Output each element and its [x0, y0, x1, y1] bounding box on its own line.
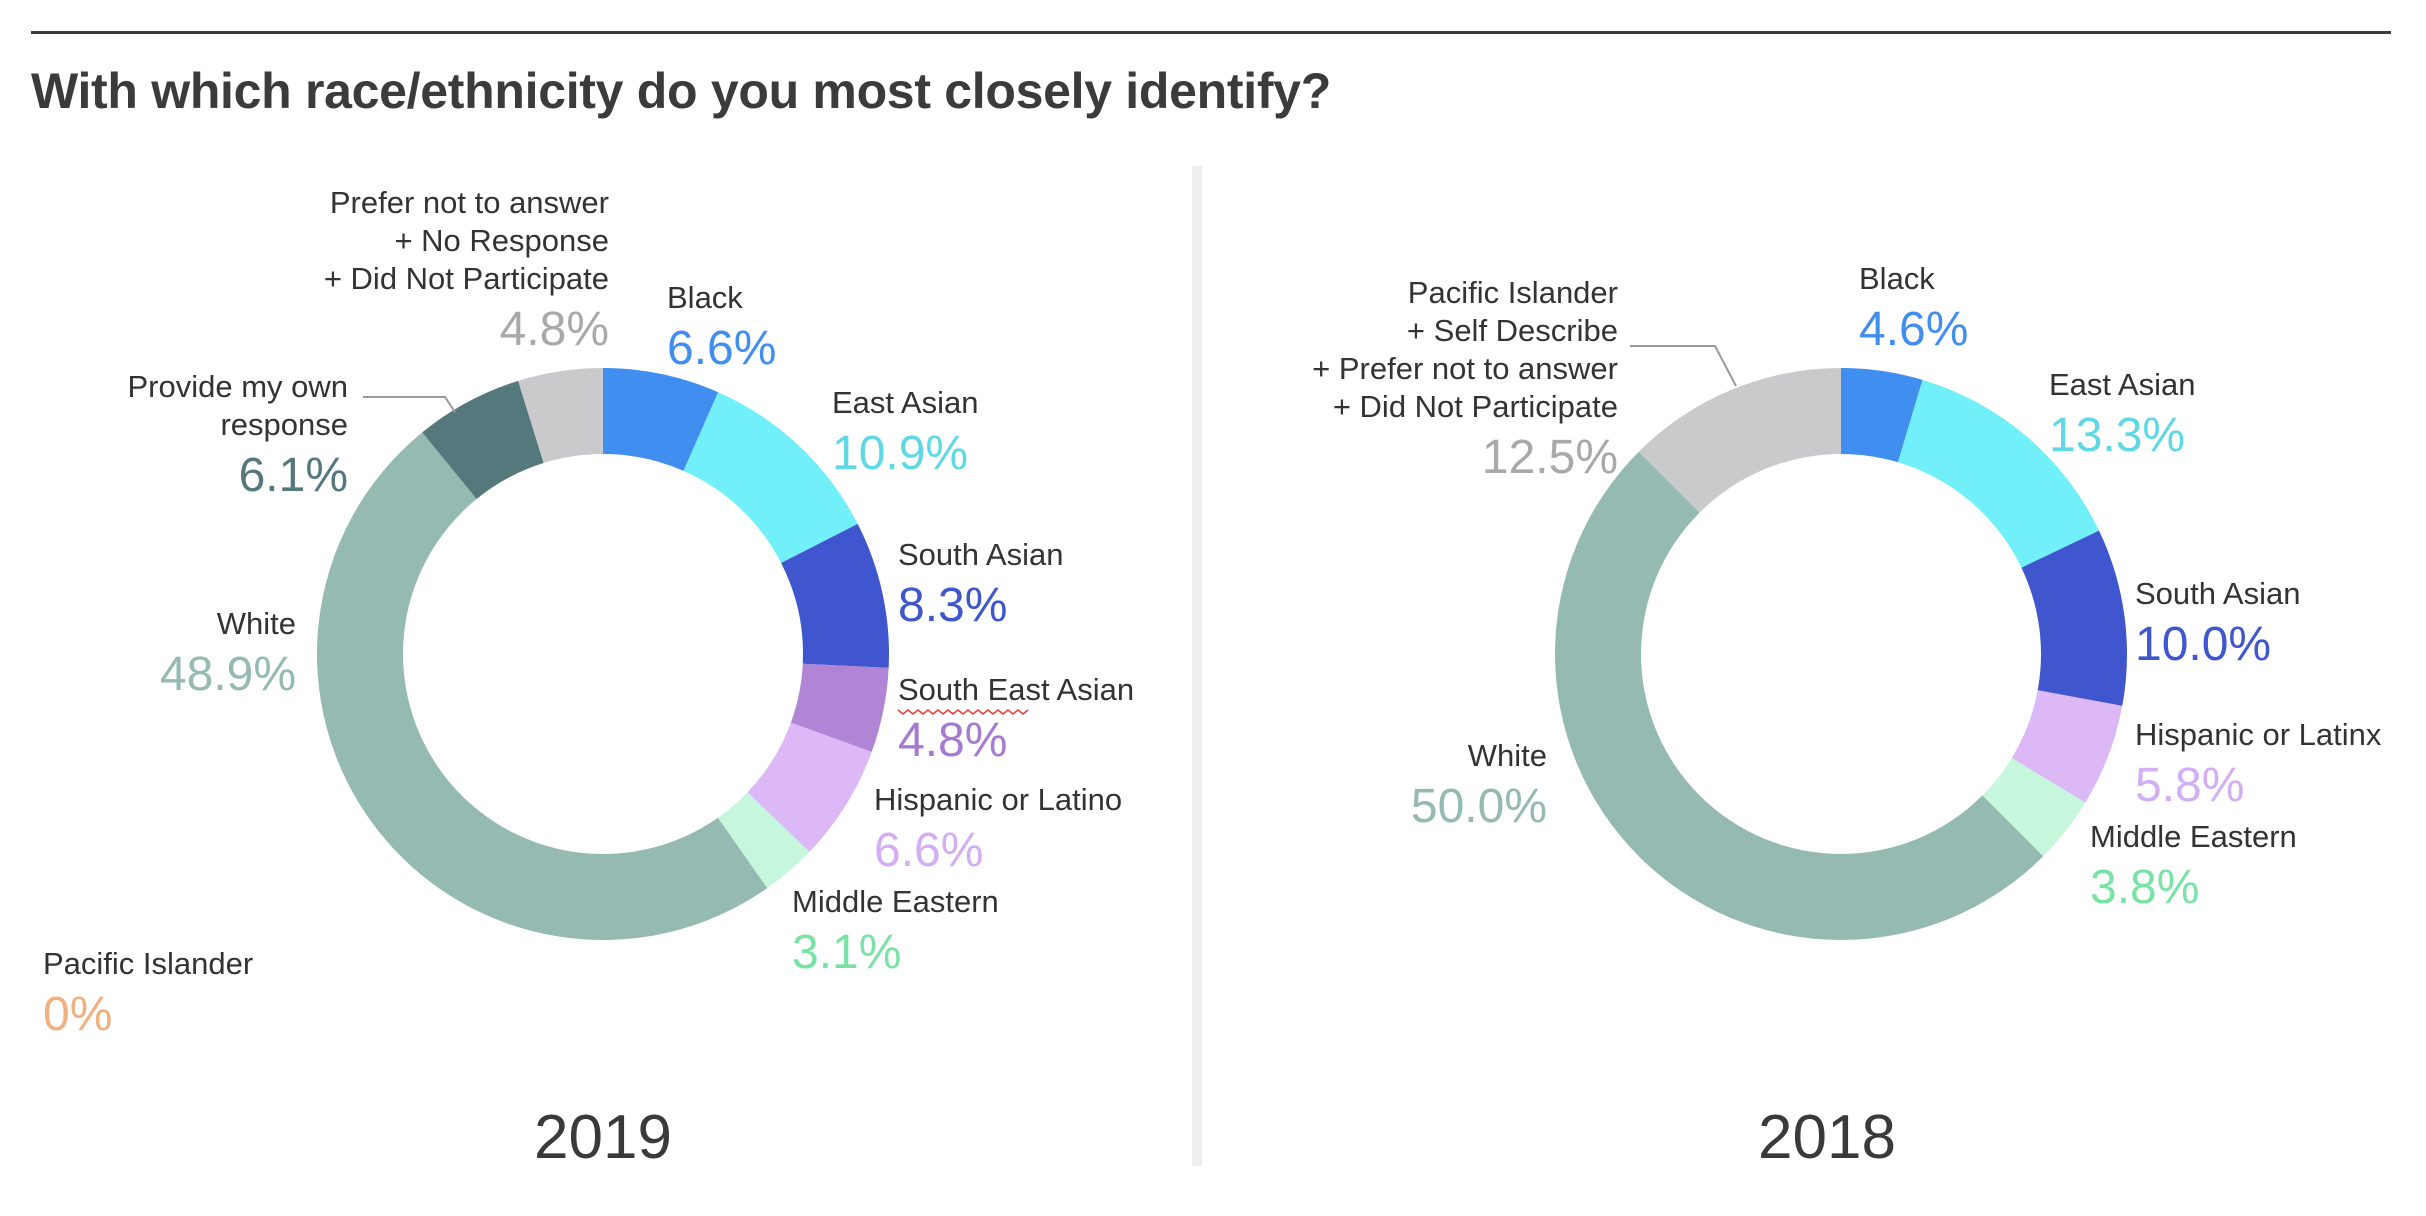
slice-middle-eastern — [1982, 757, 2086, 857]
value-label: 3.8% — [2090, 861, 2199, 914]
category-label: South Asian — [2135, 576, 2300, 611]
category-label: Pacific Islander — [43, 946, 253, 981]
value-label: 5.8% — [2135, 759, 2244, 812]
slice-white — [316, 432, 768, 941]
slice-black — [603, 368, 719, 471]
slice-east-asian — [683, 392, 858, 564]
value-label: 50.0% — [1411, 780, 1547, 833]
slice-south-asian — [2021, 530, 2127, 706]
donut-chart-2018: Black 4.6% East Asian 13.3% South Asian 10.0%… — [1312, 261, 2382, 1172]
category-label: Prefer not to answer — [330, 185, 609, 220]
category-label: + Prefer not to answer — [1312, 351, 1618, 386]
category-label: Provide my own — [127, 369, 348, 404]
category-label: South Asian — [898, 537, 1063, 572]
label-hispanic-or-latinx: Hispanic or Latinx 5.8% — [2135, 717, 2382, 812]
category-label: Black — [1859, 261, 1935, 296]
slice-pacific-islander-self-describe-prefer-not-to-answer-did-not-participate — [1638, 368, 1841, 513]
label-south-east-asian: South East Asian 4.8% — [897, 672, 1134, 767]
panel-divider — [1192, 166, 1202, 1166]
slice-white — [1555, 451, 2044, 940]
category-label: Middle Eastern — [2090, 819, 2297, 854]
value-label: 3.1% — [792, 926, 901, 979]
label-pacific-islander: Pacific Islander 0% — [43, 946, 253, 1041]
label-pacific-islander-self-describe-prefer-not-to-answer-did-not-participate: Pacific Islander+ Self Describe+ Prefer … — [1312, 275, 1737, 484]
value-label: 48.9% — [160, 648, 296, 701]
label-south-asian: South Asian 8.3% — [898, 537, 1063, 632]
label-middle-eastern: Middle Eastern 3.8% — [2090, 819, 2297, 914]
category-label: East Asian — [2049, 367, 2195, 402]
label-east-asian: East Asian 10.9% — [832, 385, 978, 480]
label-hispanic-or-latino: Hispanic or Latino 6.6% — [874, 782, 1122, 877]
label-east-asian: East Asian 13.3% — [2049, 367, 2195, 462]
label-white: White 50.0% — [1411, 738, 1547, 833]
value-label: 4.8% — [898, 714, 1007, 767]
slice-hispanic-or-latinx — [2011, 690, 2123, 803]
value-label: 0% — [43, 988, 112, 1041]
value-label: 6.1% — [239, 449, 348, 502]
label-middle-eastern: Middle Eastern 3.1% — [792, 884, 999, 979]
slice-south-east-asian — [790, 663, 889, 753]
year-label: 2019 — [534, 1103, 672, 1172]
value-label: 4.6% — [1859, 303, 1968, 356]
slice-east-asian — [1898, 379, 2100, 568]
label-white: White 48.9% — [160, 606, 296, 701]
category-label: Hispanic or Latino — [874, 782, 1122, 817]
category-label: Black — [667, 280, 743, 315]
value-label: 4.8% — [500, 303, 609, 356]
slice-prefer-not-to-answer-no-response-did-not-participate — [518, 368, 603, 464]
category-label: + No Response — [394, 223, 609, 258]
category-label: + Self Describe — [1407, 313, 1618, 348]
category-label: South East Asian — [898, 672, 1134, 707]
value-label: 8.3% — [898, 579, 1007, 632]
category-label: East Asian — [832, 385, 978, 420]
category-label: response — [220, 407, 348, 442]
value-label: 13.3% — [2049, 409, 2185, 462]
category-label: + Did Not Participate — [1333, 389, 1618, 424]
value-label: 6.6% — [667, 322, 776, 375]
category-label: Pacific Islander — [1408, 275, 1618, 310]
slice-south-asian — [781, 523, 889, 668]
slice-hispanic-or-latino — [747, 722, 872, 852]
label-south-asian: South Asian 10.0% — [2135, 576, 2300, 671]
category-label: Hispanic or Latinx — [2135, 717, 2382, 752]
slice-middle-eastern — [717, 792, 810, 889]
value-label: 6.6% — [874, 824, 983, 877]
slice-black — [1841, 368, 1923, 463]
category-label: White — [217, 606, 296, 641]
label-prefer-not-to-answer-no-response-did-not-participate: Prefer not to answer+ No Response+ Did N… — [324, 185, 609, 356]
leader-line — [363, 396, 456, 413]
page-title: With which race/ethnicity do you most cl… — [31, 63, 1331, 119]
top-rule — [31, 31, 2391, 34]
leader-line — [1630, 345, 1737, 387]
year-label: 2018 — [1758, 1103, 1896, 1172]
spellcheck-underline — [897, 709, 1029, 715]
category-label: + Did Not Participate — [324, 261, 609, 296]
label-black: Black 4.6% — [1859, 261, 1968, 356]
value-label: 12.5% — [1482, 431, 1618, 484]
category-label: White — [1468, 738, 1547, 773]
value-label: 10.9% — [832, 427, 968, 480]
category-label: Middle Eastern — [792, 884, 999, 919]
slice-provide-my-own-response — [422, 380, 544, 500]
value-label: 10.0% — [2135, 618, 2271, 671]
label-black: Black 6.6% — [667, 280, 776, 375]
